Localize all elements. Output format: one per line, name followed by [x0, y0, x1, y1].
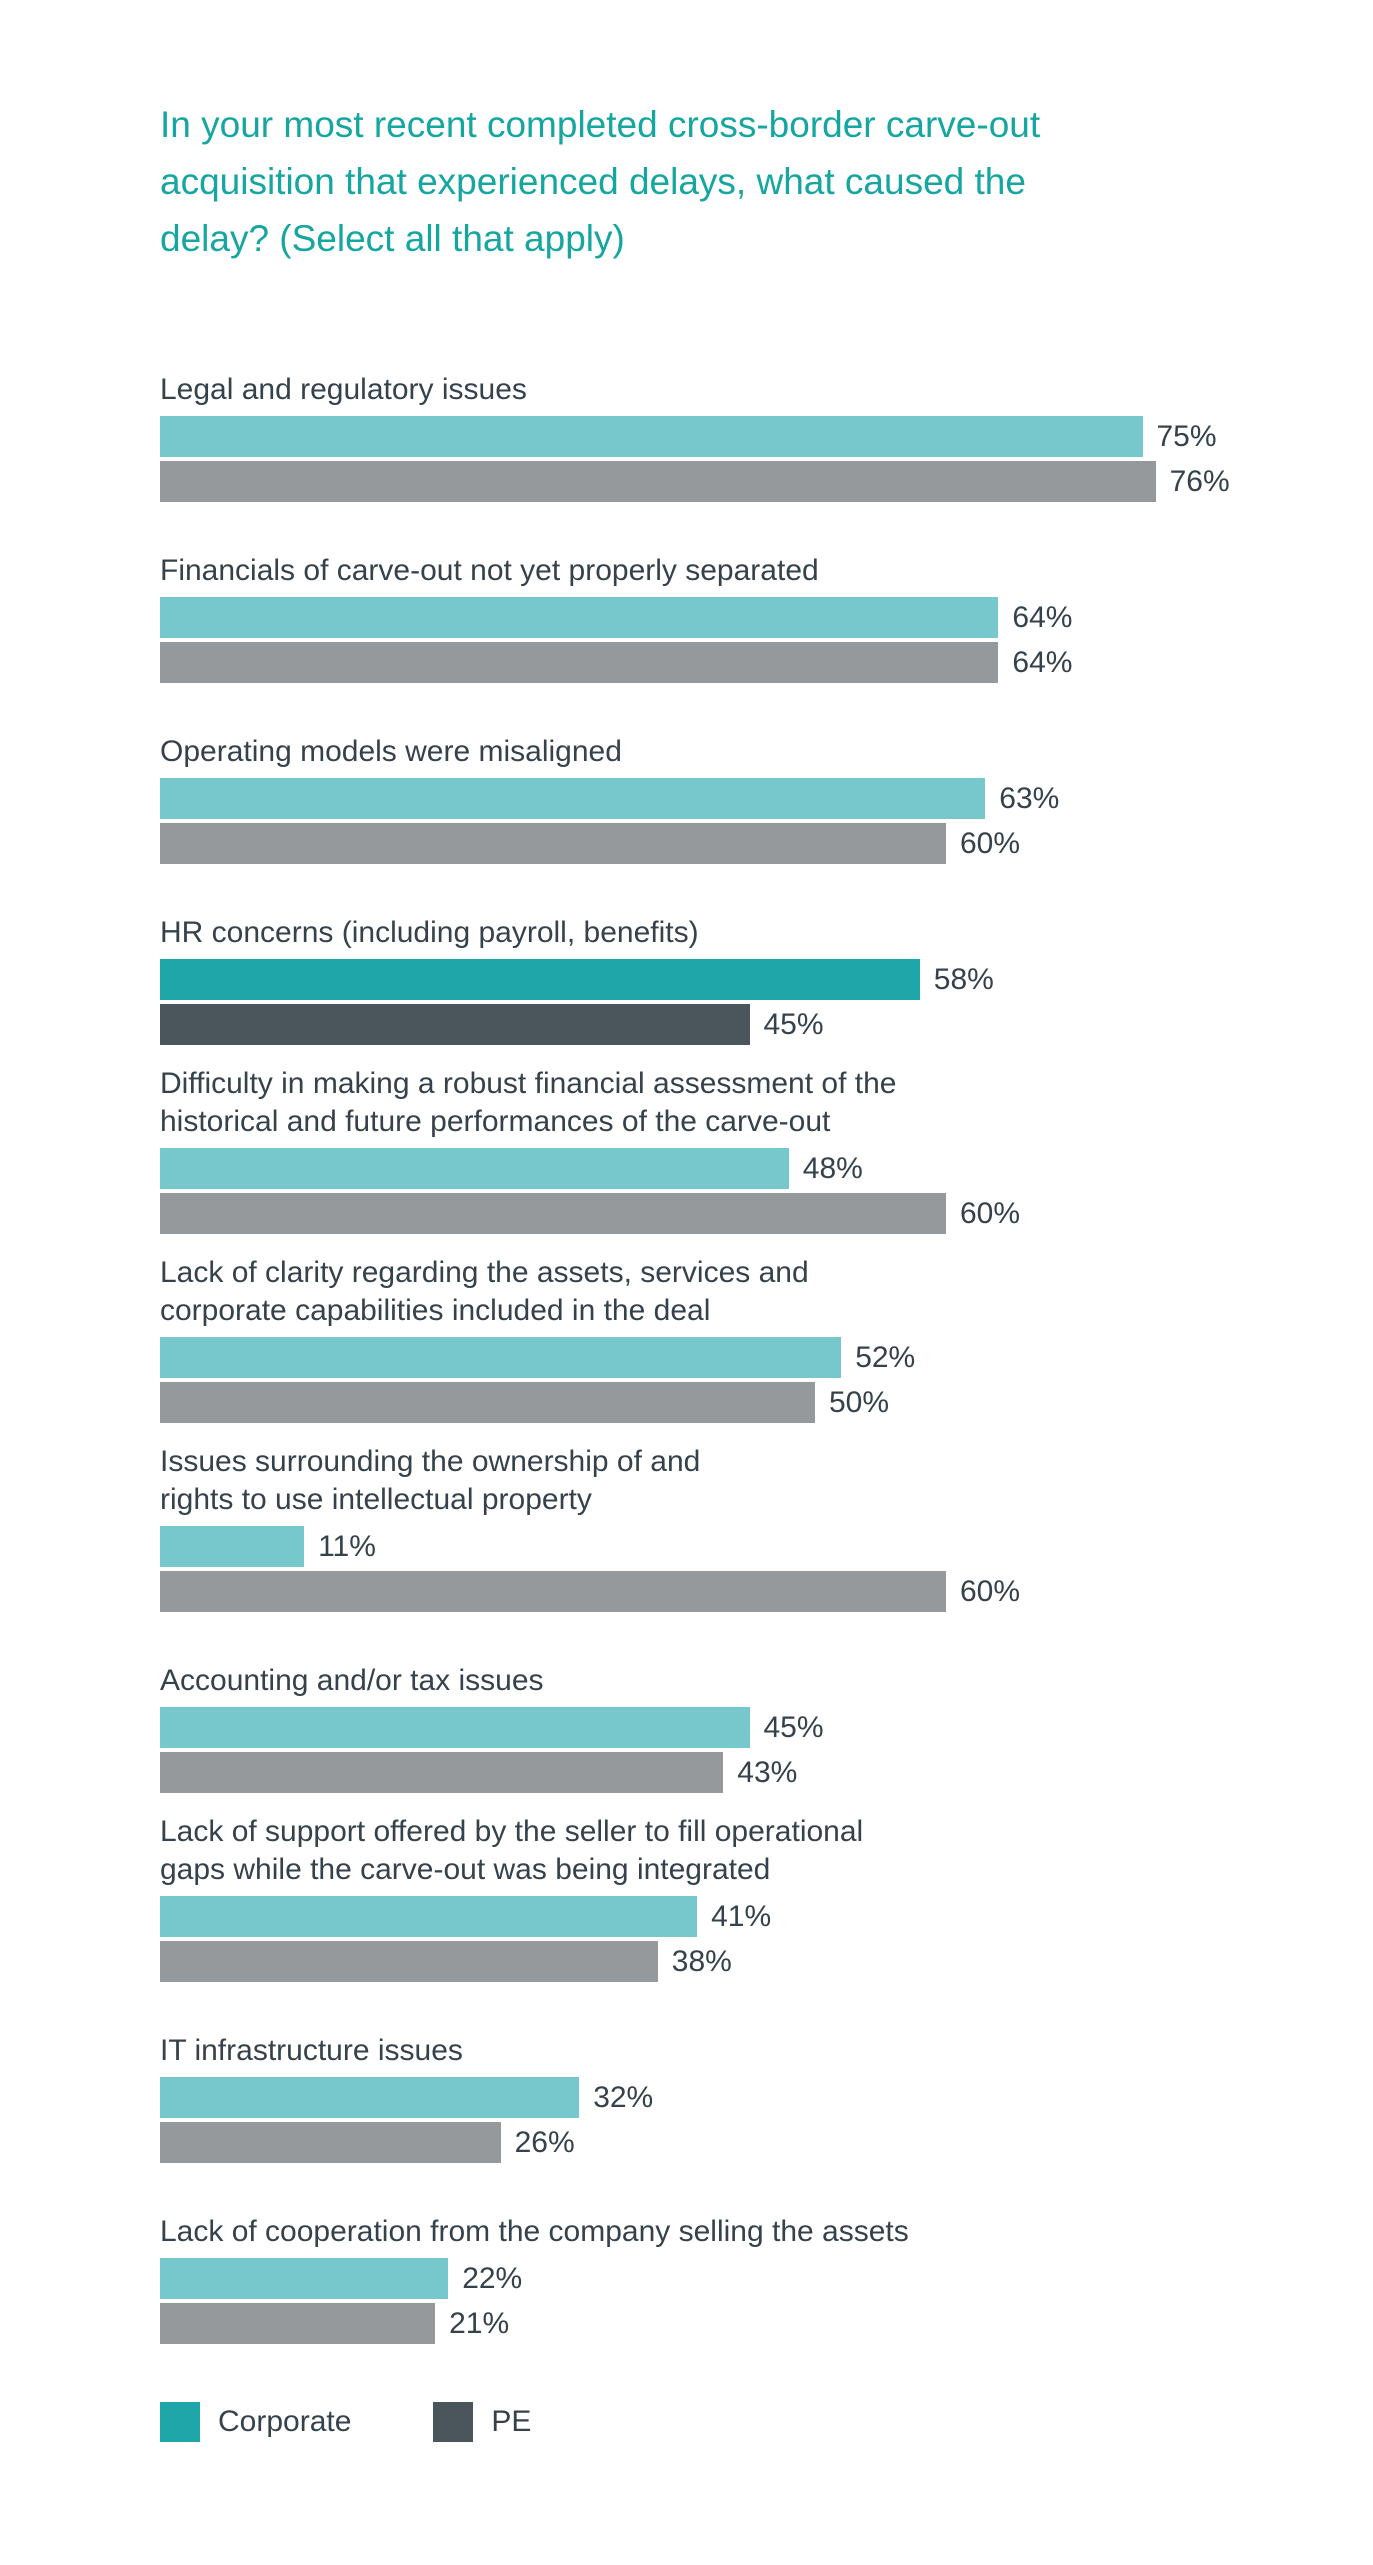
legend-label-pe: PE — [491, 2405, 532, 2438]
legend-item-corporate: Corporate — [160, 2402, 351, 2442]
chart-group: Lack of cooperation from the company sel… — [160, 2213, 1313, 2344]
pe-bar — [160, 2303, 436, 2344]
corporate-value: 64% — [1012, 600, 1073, 634]
pe-bar-row: 45% — [160, 1004, 1313, 1045]
chart-group: Lack of support offered by the seller to… — [160, 1813, 1313, 1982]
pe-bar — [160, 1193, 946, 1234]
corporate-bar — [160, 597, 999, 638]
chart-group: HR concerns (including payroll, benefits… — [160, 914, 1313, 1045]
pe-bar-row: 60% — [160, 1193, 1313, 1234]
legend-item-pe: PE — [433, 2402, 531, 2442]
chart-legend: Corporate PE — [160, 2402, 1313, 2442]
corporate-value: 45% — [763, 1710, 824, 1744]
corporate-bar — [160, 1896, 698, 1937]
chart-group: Operating models were misaligned 63% 60% — [160, 733, 1313, 864]
category-label: IT infrastructure issues — [160, 2034, 463, 2067]
legend-label-corporate: Corporate — [218, 2405, 352, 2438]
corporate-bar — [160, 2258, 449, 2299]
chart-group: Lack of clarity regarding the assets, se… — [160, 1254, 1313, 1423]
pe-value: 38% — [671, 1944, 732, 1978]
corporate-value: 22% — [462, 2261, 523, 2295]
corporate-value: 48% — [802, 1151, 863, 1185]
category-label: Lack of support offered by the seller to… — [160, 1815, 864, 1886]
pe-bar — [160, 1571, 946, 1612]
corporate-value: 75% — [1156, 419, 1217, 453]
corporate-bar — [160, 2077, 580, 2118]
pe-bar — [160, 1382, 815, 1423]
corporate-bar-row: 64% — [160, 597, 1313, 638]
category-label: Issues surrounding the ownership of and r… — [160, 1445, 701, 1516]
pe-value: 60% — [960, 1574, 1021, 1608]
pe-bar-row: 38% — [160, 1941, 1313, 1982]
corporate-bar-row: 11% — [160, 1526, 1313, 1567]
corporate-value: 11% — [318, 1529, 376, 1563]
corporate-bar-row: 63% — [160, 778, 1313, 819]
corporate-value: 32% — [593, 2080, 654, 2114]
pe-value: 21% — [449, 2306, 510, 2340]
pe-bar — [160, 1004, 750, 1045]
corporate-value: 41% — [711, 1899, 772, 1933]
pe-value: 76% — [1169, 464, 1230, 498]
pe-value: 43% — [737, 1755, 798, 1789]
corporate-bar-row: 32% — [160, 2077, 1313, 2118]
pe-value: 26% — [514, 2125, 575, 2159]
corporate-bar — [160, 1337, 842, 1378]
corporate-value: 63% — [999, 781, 1060, 815]
category-label: Lack of clarity regarding the assets, se… — [160, 1256, 809, 1327]
corporate-bar — [160, 416, 1143, 457]
corporate-bar — [160, 1707, 750, 1748]
corporate-bar — [160, 778, 986, 819]
chart-group: Accounting and/or tax issues 45% 43% — [160, 1662, 1313, 1793]
pe-bar-row: 50% — [160, 1382, 1313, 1423]
corporate-value: 58% — [933, 962, 994, 996]
pe-value: 45% — [763, 1007, 824, 1041]
chart-group: Issues surrounding the ownership of and r… — [160, 1443, 1313, 1612]
corporate-bar — [160, 1148, 789, 1189]
category-label: Lack of cooperation from the company sel… — [160, 2215, 909, 2248]
pe-value: 50% — [829, 1385, 890, 1419]
pe-bar — [160, 642, 999, 683]
pe-bar-row: 76% — [160, 461, 1313, 502]
pe-bar — [160, 2122, 501, 2163]
corporate-bar-row: 58% — [160, 959, 1313, 1000]
bar-chart: Legal and regulatory issues 75% 76% Fina… — [160, 371, 1313, 2344]
pe-bar-row: 21% — [160, 2303, 1313, 2344]
chart-title: In your most recent completed cross-bord… — [160, 104, 1041, 259]
chart-group: IT infrastructure issues 32% 26% — [160, 2032, 1313, 2163]
pe-bar — [160, 1941, 658, 1982]
category-label: Operating models were misaligned — [160, 735, 622, 768]
pe-bar-row: 64% — [160, 642, 1313, 683]
corporate-bar-row: 75% — [160, 416, 1313, 457]
pe-bar — [160, 823, 946, 864]
pe-swatch-icon — [433, 2402, 474, 2442]
pe-bar — [160, 461, 1156, 502]
pe-bar-row: 60% — [160, 1571, 1313, 1612]
category-label: Accounting and/or tax issues — [160, 1664, 544, 1697]
pe-value: 60% — [960, 1196, 1021, 1230]
pe-bar-row: 60% — [160, 823, 1313, 864]
corporate-bar-row: 52% — [160, 1337, 1313, 1378]
chart-group: Difficulty in making a robust financial … — [160, 1065, 1313, 1234]
category-label: Difficulty in making a robust financial … — [160, 1067, 897, 1138]
pe-value: 60% — [960, 826, 1021, 860]
corporate-bar — [160, 959, 920, 1000]
corporate-bar-row: 41% — [160, 1896, 1313, 1937]
category-label: Legal and regulatory issues — [160, 373, 527, 406]
corporate-bar-row: 22% — [160, 2258, 1313, 2299]
corporate-value: 52% — [855, 1340, 916, 1374]
corporate-swatch-icon — [160, 2402, 200, 2442]
chart-group: Legal and regulatory issues 75% 76% — [160, 371, 1313, 502]
pe-bar-row: 43% — [160, 1752, 1313, 1793]
category-label: Financials of carve-out not yet properly… — [160, 554, 819, 587]
corporate-bar-row: 45% — [160, 1707, 1313, 1748]
pe-bar-row: 26% — [160, 2122, 1313, 2163]
category-label: HR concerns (including payroll, benefits… — [160, 916, 699, 949]
pe-bar — [160, 1752, 724, 1793]
corporate-bar — [160, 1526, 305, 1567]
pe-value: 64% — [1012, 645, 1073, 679]
corporate-bar-row: 48% — [160, 1148, 1313, 1189]
chart-group: Financials of carve-out not yet properly… — [160, 552, 1313, 683]
